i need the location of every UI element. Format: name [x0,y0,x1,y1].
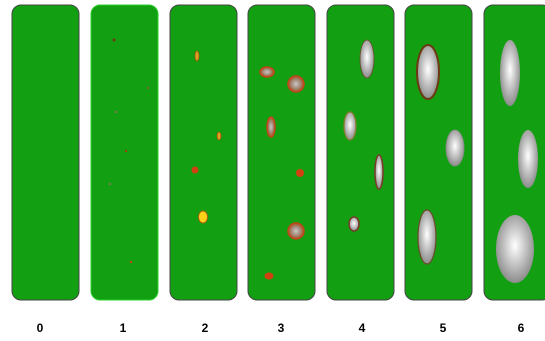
leaf [170,5,237,300]
lesion [288,223,304,239]
lesion [195,51,199,61]
lesion [147,87,149,89]
diagram: 0 1 2 3 4 5 6 [0,0,545,341]
lesion [360,40,374,78]
lesion [518,130,538,188]
lesion [417,45,439,99]
lesion [418,210,436,264]
leaf [91,5,158,300]
lesion [217,132,221,140]
labels: 0 1 2 3 4 5 6 [37,321,525,335]
scale-label: 5 [440,321,447,335]
lesion [344,112,356,140]
scale-label: 1 [120,321,127,335]
lesion [349,217,359,231]
lesion [130,261,132,263]
lesion [265,273,274,280]
lesion [496,215,534,283]
lesion [109,183,111,185]
lesion [500,40,520,106]
scale-label: 0 [37,321,44,335]
scale-label: 3 [278,321,285,335]
page: 0 1 2 3 4 5 6 (() => { const data = JSON… [0,0,545,341]
lesion [267,117,275,137]
lesion [296,169,304,177]
lesion [199,211,208,223]
lesion [288,76,304,92]
scale-label: 2 [202,321,209,335]
lesion [115,111,117,113]
scale-label: 4 [359,321,366,335]
leaf [327,5,394,300]
leaves [12,5,545,300]
scale-label: 6 [518,321,525,335]
lesion [446,130,464,166]
lesion [113,39,116,42]
leaf [248,5,315,300]
lesion [260,67,274,77]
leaf [12,5,79,300]
lesion [192,167,199,174]
lesion [125,150,127,152]
lesion [375,155,383,189]
